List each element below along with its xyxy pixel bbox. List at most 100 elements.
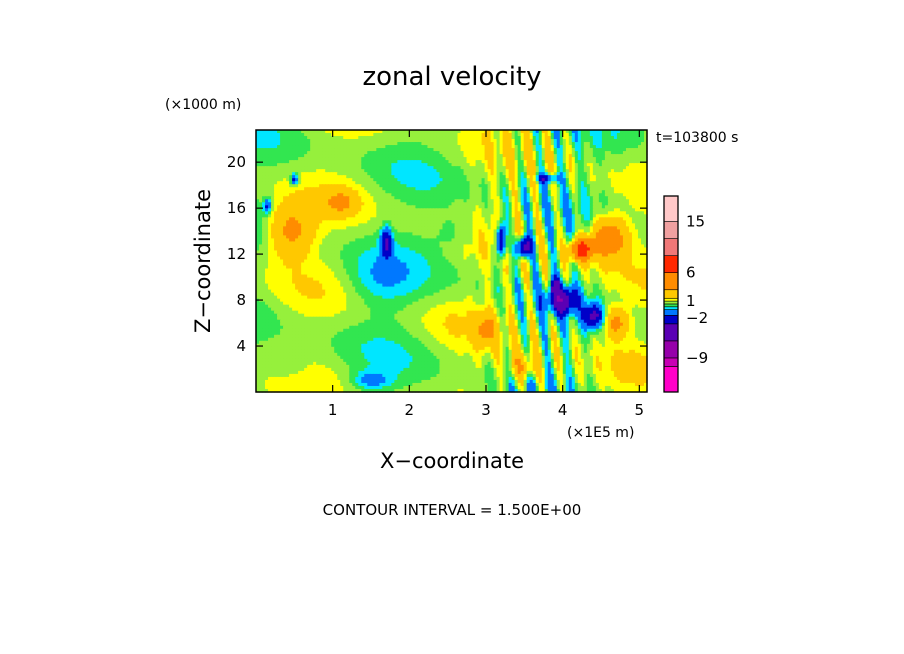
field-cell [529,211,534,215]
field-cell [373,133,377,137]
field-cell [331,148,335,152]
field-cell [625,145,630,149]
field-cell [388,214,392,218]
field-cell [541,220,546,224]
field-cell [580,202,585,206]
field-cell [499,136,504,140]
field-cell [334,190,338,194]
field-cell [634,199,639,203]
field-cell [259,157,263,161]
field-cell [490,130,495,134]
field-cell [277,157,281,161]
field-cell [421,169,426,173]
field-cell [427,154,432,158]
field-cell [577,202,582,206]
field-cell [415,160,420,164]
field-cell [565,178,570,182]
field-cell [403,136,407,140]
field-cell [415,139,420,143]
field-cell [511,211,516,215]
field-cell [451,193,456,197]
field-cell [583,205,588,209]
field-cell [493,181,498,185]
field-cell [460,220,465,224]
field-cell [361,193,365,197]
field-cell [565,172,570,176]
field-cell [361,151,365,155]
field-cell [394,136,398,140]
field-cell [463,178,468,182]
field-cell [547,199,552,203]
field-cell [310,199,314,203]
field-cell [619,214,624,218]
field-cell [511,151,516,155]
field-cell [472,160,477,164]
field-cell [391,229,395,233]
field-cell [631,199,636,203]
field-cell [421,157,426,161]
field-cell [505,130,510,134]
field-cell [523,142,528,146]
field-cell [385,166,389,170]
field-cell [274,229,278,233]
field-cell [502,136,507,140]
field-cell [625,142,630,146]
field-cell [316,199,320,203]
field-cell [466,211,471,215]
field-cell [283,214,287,218]
field-cell [613,232,618,236]
field-cell [571,205,576,209]
field-cell [550,145,555,149]
field-cell [577,160,582,164]
field-cell [430,220,435,224]
field-cell [574,178,579,182]
field-cell [526,226,531,230]
field-cell [484,205,489,209]
field-cell [445,142,450,146]
field-cell [550,208,555,212]
field-cell [340,205,344,209]
field-cell [550,166,555,170]
field-cell [442,139,447,143]
field-cell [508,133,513,137]
field-cell [298,196,302,200]
field-cell [619,181,624,185]
field-cell [604,217,609,221]
field-cell [577,211,582,215]
field-cell [439,169,444,173]
field-cell [487,145,492,149]
field-cell [616,199,621,203]
field-cell [559,136,564,140]
field-cell [421,145,426,149]
field-cell [517,178,522,182]
field-cell [613,223,618,227]
field-cell [511,160,516,164]
field-cell [364,136,368,140]
field-cell [409,205,413,209]
field-cell [256,130,260,134]
field-cell [499,169,504,173]
field-cell [301,190,305,194]
field-cell [535,169,540,173]
field-cell [481,211,486,215]
field-cell [313,235,317,240]
field-cell [418,157,423,161]
field-cell [352,166,356,170]
field-cell [289,181,293,185]
field-cell [556,148,561,152]
field-cell [520,172,525,176]
field-cell [571,133,576,137]
field-cell [436,178,441,182]
field-cell [403,130,407,134]
field-cell [547,193,552,197]
field-cell [340,211,344,215]
field-cell [640,190,645,194]
field-cell [487,205,492,209]
field-cell [583,136,588,140]
field-cell [484,148,489,152]
field-cell [400,145,404,149]
field-cell [625,172,630,176]
field-cell [337,130,341,134]
field-cell [625,130,630,134]
field-cell [463,175,468,179]
